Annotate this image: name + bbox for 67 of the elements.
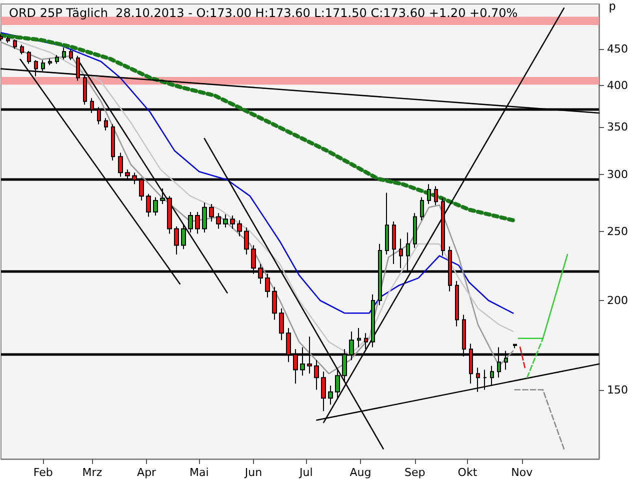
- x-tick-label: Sep: [404, 466, 426, 479]
- candlestick: [321, 371, 326, 412]
- candlestick: [6, 36, 10, 44]
- candlestick: [62, 46, 66, 60]
- candlestick: [104, 118, 108, 131]
- x-tick-label: Apr: [137, 466, 157, 479]
- candlestick: [160, 188, 165, 204]
- x-tick-label: Nov: [511, 466, 534, 479]
- candlestick: [223, 214, 228, 228]
- candlestick: [328, 385, 333, 406]
- y-tick-label: 350: [607, 120, 628, 134]
- x-tick-label: Jul: [298, 466, 313, 479]
- y-axis-title: p: [609, 0, 616, 13]
- y-tick-label: 400: [607, 78, 628, 92]
- y-tick-label: 200: [607, 294, 628, 307]
- candlestick: [335, 369, 340, 399]
- candlestick: [69, 49, 73, 61]
- candlestick: [111, 124, 115, 162]
- x-tick-label: Aug: [350, 466, 372, 479]
- x-tick-label: Okt: [458, 466, 478, 479]
- y-tick-label: 450: [607, 42, 628, 56]
- candlestick: [195, 212, 200, 234]
- candlestick: [83, 74, 87, 106]
- candlestick: [272, 286, 277, 320]
- candlestick: [364, 332, 368, 350]
- candlestick: [244, 227, 249, 255]
- line-series: [0, 33, 516, 222]
- candlestick: [27, 50, 31, 64]
- candlestick: [237, 220, 242, 237]
- candlestick: [371, 294, 375, 348]
- y-tick-label: 250: [607, 224, 628, 238]
- y-tick-label: 150: [607, 383, 628, 396]
- candlestick: [146, 193, 151, 218]
- candlestick: [455, 280, 459, 327]
- candlestick: [202, 202, 207, 233]
- candlestick: [476, 367, 480, 392]
- candlestick: [441, 198, 445, 256]
- candlestick: [48, 58, 52, 66]
- candlestick: [420, 196, 424, 221]
- candlestick: [399, 238, 403, 269]
- candlestick: [230, 215, 235, 230]
- candlestick: [188, 212, 193, 233]
- candlestick: [392, 220, 396, 264]
- candlestick: [13, 38, 17, 50]
- candlestick: [181, 224, 186, 250]
- candlestick: [174, 226, 179, 255]
- candlestick: [413, 212, 417, 248]
- candlestick: [20, 44, 24, 55]
- y-tick-label: 300: [607, 168, 628, 182]
- candlestick: [385, 192, 389, 255]
- candlestick: [357, 328, 361, 348]
- candlestick: [427, 184, 431, 204]
- x-tick-label: Mrz: [82, 466, 102, 479]
- x-tick-label: Mai: [190, 466, 209, 479]
- candlestick: [216, 212, 221, 230]
- candlestick: [314, 360, 319, 390]
- candlestick: [55, 54, 59, 64]
- candlestick: [209, 203, 214, 222]
- candlestick: [0, 34, 3, 42]
- x-tick-label: Jun: [244, 466, 262, 479]
- candlestick: [167, 196, 172, 234]
- candlestick: [153, 196, 158, 216]
- x-tick-label: Feb: [33, 466, 53, 479]
- candlestick: [483, 369, 487, 390]
- candlestick: [279, 308, 284, 341]
- candlestick: [434, 186, 438, 206]
- chart-title: ORD 25P Täglich 28.10.2013 - O:173.00 H:173.60 L:171.50 C:173.60 +1.20 +0.70%: [9, 6, 518, 20]
